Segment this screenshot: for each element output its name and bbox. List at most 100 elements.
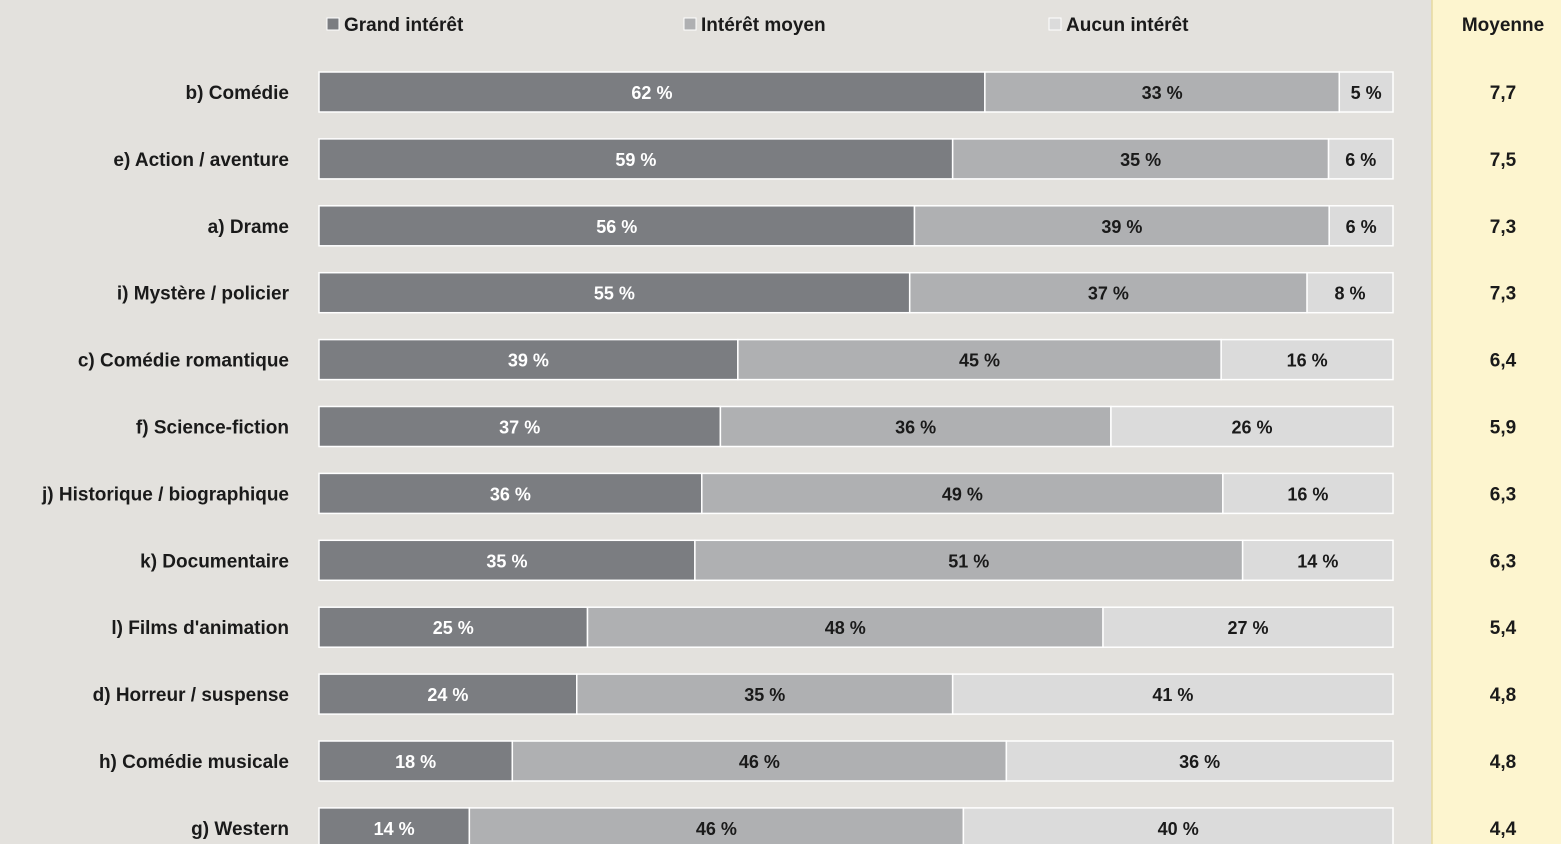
category-label: g) Western (191, 819, 289, 840)
bar-row: l) Films d'animation 25 % 48 % 27 % (111, 606, 1394, 648)
bar-row: k) Documentaire 35 % 51 % 14 % (140, 539, 1394, 582)
bar-segment (318, 138, 954, 180)
bar-segment (318, 740, 514, 782)
average-value: 5,9 (1490, 418, 1516, 439)
bar-segment (1327, 138, 1394, 180)
bar-value-label: 59 % (615, 150, 656, 170)
average-panel: Moyenne 7,7 7,5 7,3 7,3 6,4 5,9 6,3 6,3 5,4 4,8 4,8… (1431, 0, 1561, 844)
bar-value-label: 14 % (374, 819, 415, 839)
bar-row: e) Action / aventure 59 % 35 % 6 % (113, 138, 1394, 180)
bar-value-label: 39 % (1101, 217, 1142, 237)
bar-value-label: 16 % (1287, 484, 1328, 504)
average-panel-background (1431, 0, 1561, 844)
category-label: k) Documentaire (140, 551, 289, 572)
bar-value-label: 46 % (696, 819, 737, 839)
bar-value-label: 36 % (895, 418, 936, 438)
bar-value-label: 16 % (1287, 351, 1328, 371)
bar-value-label: 35 % (744, 685, 785, 705)
category-label: j) Historique / biographique (41, 484, 289, 505)
chart-rows: b) Comédie 62 % 33 % 5 % e) Action / aventur… (41, 71, 1394, 844)
average-value: 7,3 (1490, 284, 1516, 305)
bar-row: d) Horreur / suspense 24 % 35 % 41 % (93, 673, 1394, 715)
bar-segment (701, 472, 1224, 515)
bar-value-label: 6 % (1346, 217, 1377, 237)
category-label: d) Horreur / suspense (93, 685, 289, 706)
bar-segment (984, 71, 1341, 113)
bar-segment (908, 271, 1308, 314)
bar-value-label: 18 % (395, 752, 436, 772)
bar-segment (318, 405, 722, 448)
legend: Grand intérêt Intérêt moyen Aucun intérêt (326, 15, 1189, 36)
bar-row: h) Comédie musicale 18 % 46 % 36 % (99, 740, 1394, 782)
category-label: e) Action / aventure (113, 150, 289, 171)
bar-value-label: 25 % (433, 618, 474, 638)
bar-value-label: 27 % (1227, 618, 1268, 638)
bar-value-label: 37 % (499, 418, 540, 438)
average-value: 7,3 (1490, 217, 1516, 238)
category-label: a) Drame (208, 217, 289, 238)
category-label: h) Comédie musicale (99, 752, 289, 773)
legend-label: Aucun intérêt (1066, 15, 1189, 36)
legend-swatch (326, 17, 340, 31)
bar-row: i) Mystère / policier 55 % 37 % 8 % (117, 271, 1394, 314)
bar-row: b) Comédie 62 % 33 % 5 % (186, 71, 1394, 113)
bar-segment (318, 71, 986, 113)
category-label: i) Mystère / policier (117, 284, 290, 305)
bar-segment (1005, 740, 1394, 782)
bar-segment (1110, 405, 1394, 448)
bar-row: f) Science-fiction 37 % 36 % 26 % (136, 405, 1394, 448)
average-value: 7,5 (1490, 150, 1517, 171)
bar-segment (1102, 606, 1394, 648)
category-label: f) Science-fiction (136, 418, 289, 439)
bar-value-label: 51 % (948, 551, 989, 571)
bar-segment (1222, 472, 1394, 515)
bar-value-label: 36 % (1179, 752, 1220, 772)
bar-row: g) Western 14 % 46 % 40 % (191, 807, 1394, 844)
bar-value-label: 33 % (1142, 83, 1183, 103)
average-value: 7,7 (1490, 83, 1516, 104)
bar-segment (1220, 338, 1394, 381)
bar-segment (1241, 539, 1394, 582)
category-label: l) Films d'animation (111, 618, 289, 639)
average-header: Moyenne (1462, 15, 1544, 36)
bar-row: a) Drame 56 % 39 % 6 % (208, 205, 1394, 247)
bar-segment (951, 673, 1394, 715)
category-label: c) Comédie romantique (78, 351, 289, 372)
bar-segment (318, 539, 696, 582)
bar-segment (694, 539, 1244, 582)
bar-value-label: 35 % (1120, 150, 1161, 170)
bar-value-label: 40 % (1158, 819, 1199, 839)
bar-value-label: 14 % (1297, 551, 1338, 571)
legend-label: Grand intérêt (344, 15, 464, 36)
bar-segment (318, 271, 911, 314)
bar-value-label: 36 % (490, 484, 531, 504)
category-label: b) Comédie (186, 83, 289, 104)
bar-value-label: 55 % (594, 284, 635, 304)
bar-value-label: 41 % (1152, 685, 1193, 705)
bar-value-label: 26 % (1231, 418, 1272, 438)
average-value: 6,3 (1490, 484, 1516, 505)
bar-value-label: 37 % (1088, 284, 1129, 304)
bar-value-label: 49 % (942, 484, 983, 504)
bar-value-label: 62 % (631, 83, 672, 103)
legend-swatch (1048, 17, 1062, 31)
average-value: 6,4 (1490, 351, 1517, 372)
legend-label: Intérêt moyen (701, 15, 826, 36)
legend-entry-1: Grand intérêt (326, 15, 464, 36)
bar-row: j) Historique / biographique 36 % 49 % 16 % (41, 472, 1394, 515)
bar-segment (586, 606, 1104, 648)
bar-segment (1306, 271, 1394, 314)
bar-segment (737, 338, 1222, 381)
bar-value-label: 5 % (1351, 83, 1382, 103)
legend-swatch (683, 17, 697, 31)
bar-value-label: 56 % (596, 217, 637, 237)
bar-value-label: 24 % (427, 685, 468, 705)
legend-entry-2: Intérêt moyen (683, 15, 826, 36)
average-value: 6,3 (1490, 551, 1516, 572)
bar-value-label: 46 % (739, 752, 780, 772)
average-value: 5,4 (1490, 618, 1517, 639)
average-value: 4,8 (1490, 752, 1516, 773)
average-value: 4,8 (1490, 685, 1516, 706)
bar-value-label: 6 % (1345, 150, 1376, 170)
